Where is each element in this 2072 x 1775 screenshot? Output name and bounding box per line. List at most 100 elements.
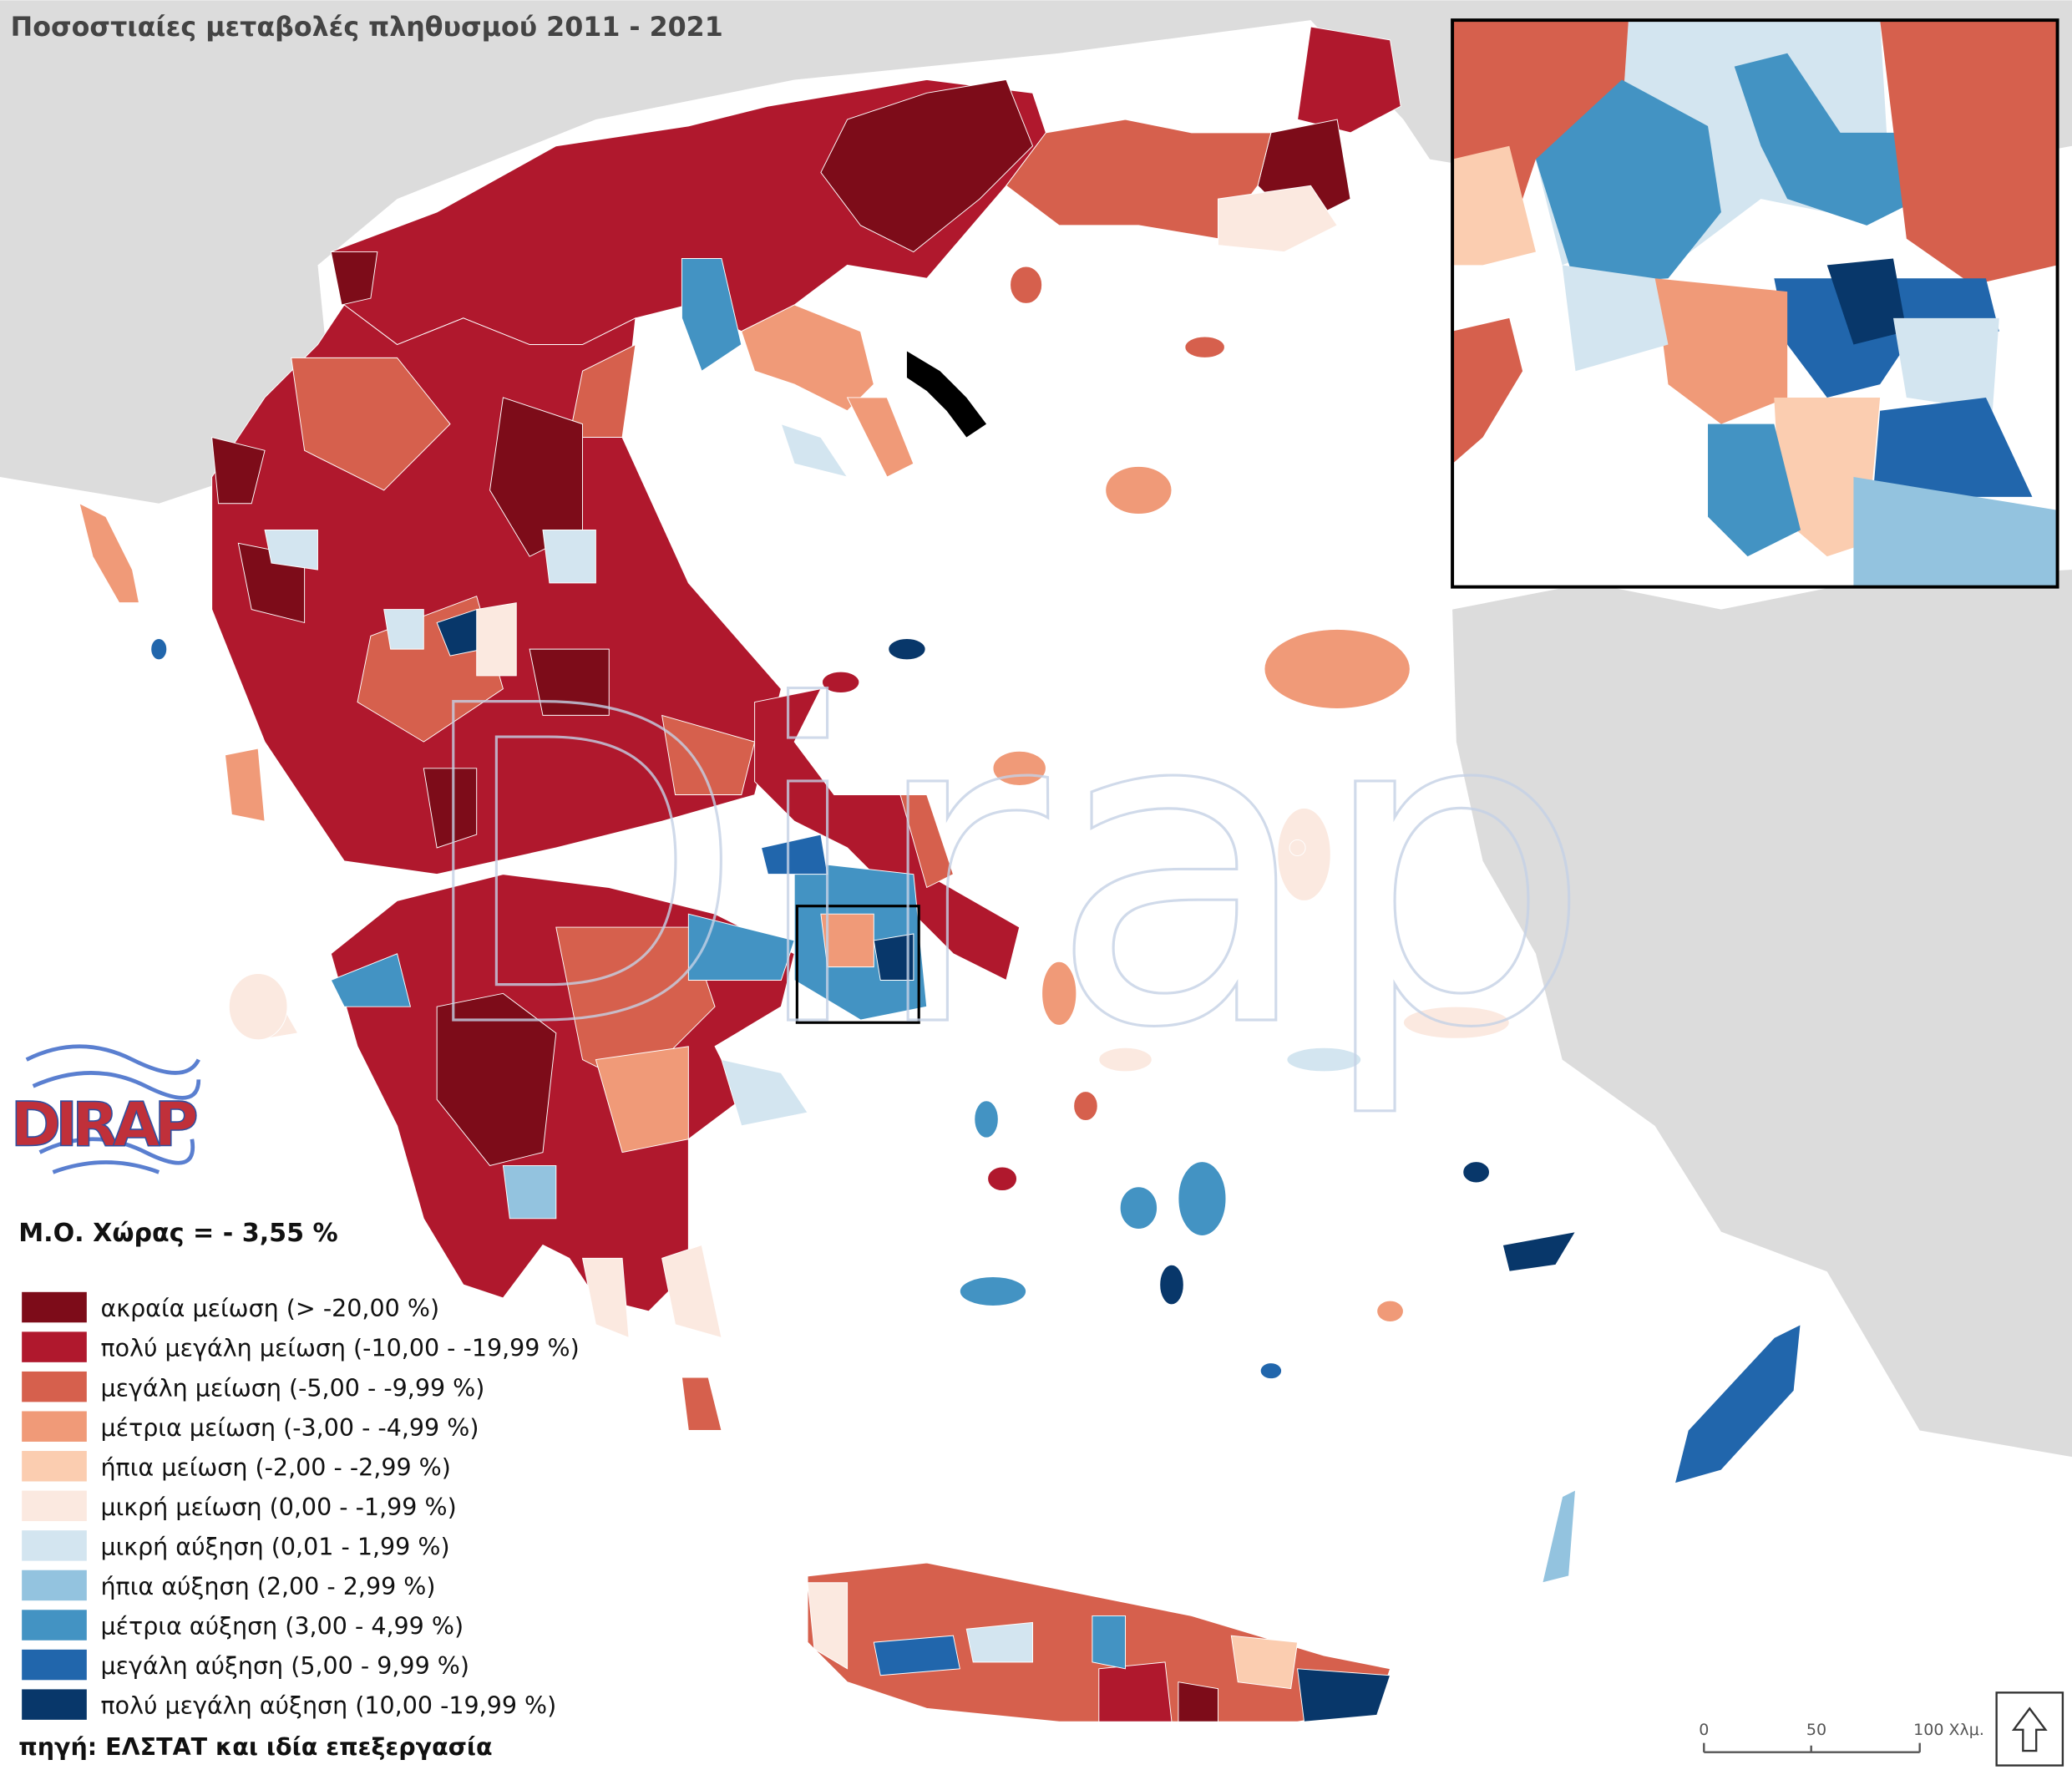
region [1073, 1091, 1098, 1121]
region [330, 953, 412, 1007]
region [423, 768, 478, 849]
region [1562, 265, 1669, 372]
logo-text: DIRAP [11, 1090, 199, 1161]
region [211, 436, 266, 505]
region [502, 1164, 557, 1220]
region [899, 794, 955, 889]
region [569, 343, 636, 438]
source: πηγή: ΕΛΣΤΑΤ και ιδία επεξεργασία [18, 1733, 492, 1761]
region [1098, 1047, 1153, 1073]
region [1774, 278, 1999, 398]
region [965, 1621, 1034, 1663]
legend-swatch [20, 1608, 89, 1642]
region [820, 913, 874, 968]
region [959, 1276, 1027, 1306]
scale-line [1703, 1742, 1921, 1753]
inset [1451, 18, 2059, 589]
no-data-island [906, 351, 987, 438]
region [1119, 1186, 1158, 1230]
title: Ποσοστιαίες μεταβολές πληθυσμού 2011 - 2… [11, 13, 723, 43]
region [1286, 1047, 1362, 1073]
region [1010, 266, 1043, 304]
region [807, 1582, 849, 1670]
region [1297, 1668, 1391, 1722]
scale-label: 100 Χλμ. [1913, 1721, 1984, 1739]
region [1826, 258, 1907, 345]
legend-label: ήπια μείωση (-2,00 - -2,99 %) [100, 1453, 450, 1481]
legend-label: μεγάλη αύξηση (5,00 - 9,99 %) [100, 1652, 469, 1680]
scale-label: 0 [1699, 1721, 1709, 1739]
region [529, 648, 610, 716]
region [1654, 278, 1788, 424]
region [1289, 839, 1306, 856]
region [821, 671, 860, 693]
legend-label: ήπια αύξηση (2,00 - 2,99 %) [100, 1573, 435, 1600]
scale-label: 50 [1806, 1721, 1826, 1739]
legend-label: μικρή μείωση (0,00 - -1,99 %) [100, 1494, 456, 1521]
north-symbol [2011, 1707, 2048, 1752]
region [79, 502, 140, 604]
region [1452, 317, 1523, 464]
regions [79, 26, 1801, 1722]
region [436, 992, 557, 1166]
region [1184, 336, 1225, 358]
region [1880, 20, 2058, 286]
watermark: Dirap [410, 615, 1593, 1123]
logo-waves [25, 1044, 201, 1174]
region [846, 397, 914, 478]
north-frame [1995, 1691, 2064, 1767]
legend-swatch [20, 1648, 89, 1681]
region [383, 609, 424, 650]
region [1892, 317, 1999, 411]
region [1402, 1006, 1510, 1039]
legend-label: πολύ μεγάλη αύξηση (10,00 -19,99 %) [100, 1692, 556, 1720]
region [1159, 1264, 1184, 1306]
region [873, 933, 914, 981]
region [581, 1257, 630, 1339]
region [1734, 53, 1920, 226]
region [1674, 1323, 1801, 1484]
inset-locator [795, 905, 920, 1024]
region [1098, 1661, 1173, 1722]
legend-swatch [20, 1409, 89, 1443]
region [1708, 423, 1801, 557]
region [595, 1046, 689, 1154]
region [681, 1377, 722, 1431]
region [1853, 477, 2058, 587]
region [264, 529, 318, 571]
region [1178, 1161, 1227, 1236]
region [992, 750, 1046, 786]
legend-swatch [20, 1687, 89, 1722]
region [760, 834, 828, 875]
region [1462, 1161, 1490, 1184]
legend-label: μέτρια αύξηση (3,00 - 4,99 %) [100, 1613, 464, 1641]
region [1178, 1681, 1218, 1722]
legend-swatch [20, 1569, 89, 1602]
region [1297, 26, 1401, 134]
scale-bar: 0 50 100 Χλμ. [1699, 1721, 1984, 1753]
region [1452, 145, 1536, 266]
region [873, 1635, 960, 1676]
region [888, 637, 926, 661]
region [661, 1244, 722, 1339]
legend-swatch [20, 1449, 89, 1483]
legend-label: μεγάλη μείωση (-5,00 - -9,99 %) [100, 1374, 484, 1402]
region [1376, 1300, 1404, 1322]
legend-swatch [20, 1291, 89, 1324]
region [681, 258, 742, 372]
region [555, 926, 716, 1087]
region [1277, 807, 1331, 901]
legend-swatch [20, 1330, 89, 1364]
region [150, 637, 168, 661]
region [1105, 465, 1173, 515]
legend: ακραία μείωση (> -20,00 %) πολύ μεγάλη με… [20, 1291, 580, 1722]
legend-label: μικρή αύξηση (0,01 - 1,99 %) [100, 1533, 449, 1560]
region [1873, 397, 2033, 497]
region [687, 913, 795, 981]
region [820, 79, 1034, 253]
legend-swatch [20, 1529, 89, 1563]
average: Μ.Ο. Χώρας = - 3,55 % [18, 1219, 338, 1248]
region [754, 688, 1021, 981]
region [1535, 79, 1721, 286]
